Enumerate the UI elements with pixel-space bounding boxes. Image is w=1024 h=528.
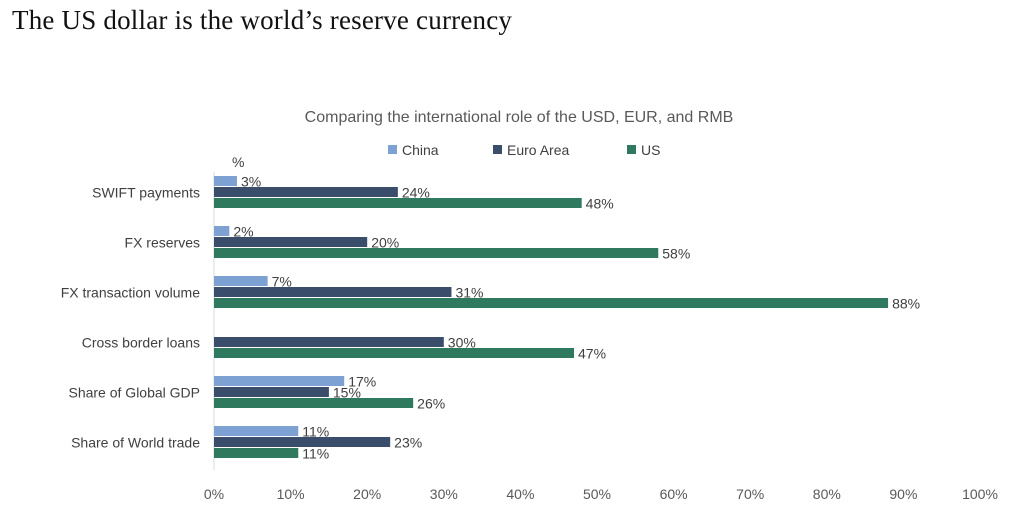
data-label-euro-area-swift-payments: 24% (402, 185, 430, 201)
data-label-euro-area-cross-border-loans: 30% (448, 335, 476, 351)
bar-euro-area-swift-payments (214, 187, 398, 197)
chart-title: Comparing the international role of the … (305, 109, 734, 126)
category-label-cross-border-loans: Cross border loans (82, 335, 200, 351)
legend-swatch-euro-area (493, 145, 502, 154)
category-label-swift-payments: SWIFT payments (92, 185, 200, 201)
category-label-share-of-world-trade: Share of World trade (71, 435, 200, 451)
bar-us-share-of-world-trade (214, 448, 299, 458)
legend-item-china: China (388, 142, 439, 158)
x-tick-label: 30% (430, 486, 458, 502)
legend-item-us: US (627, 142, 660, 158)
x-tick-label: 70% (736, 486, 764, 502)
bar-us-swift-payments (214, 198, 582, 208)
bar-us-fx-reserves (214, 248, 659, 258)
data-label-us-swift-payments: 48% (586, 196, 614, 212)
data-label-china-fx-reserves: 2% (233, 224, 253, 240)
bar-china-swift-payments (214, 176, 237, 186)
bar-us-share-of-global-gdp (214, 398, 414, 408)
legend: China Euro Area US (388, 142, 660, 158)
x-tick-label: 90% (889, 486, 917, 502)
x-tick-label: 80% (813, 486, 841, 502)
bar-euro-area-share-of-world-trade (214, 437, 391, 447)
x-tick-label: 40% (506, 486, 534, 502)
x-tick-label: 0% (204, 486, 224, 502)
bar-us-fx-transaction-volume (214, 298, 889, 308)
data-label-euro-area-share-of-world-trade: 23% (394, 435, 422, 451)
data-label-us-cross-border-loans: 47% (578, 346, 606, 362)
x-tick-label: 60% (660, 486, 688, 502)
data-label-us-fx-transaction-volume: 88% (892, 296, 920, 312)
category-label-fx-reserves: FX reserves (125, 235, 200, 251)
legend-label-china: China (402, 142, 439, 158)
x-tick-label: 100% (962, 486, 998, 502)
data-label-china-fx-transaction-volume: 7% (272, 274, 292, 290)
bar-euro-area-cross-border-loans (214, 337, 444, 347)
bar-euro-area-share-of-global-gdp (214, 387, 329, 397)
unit-label: % (232, 154, 244, 170)
x-axis: 0% 10% 20% 30% 40% 50% 60% 70% 80% 90% 100% (204, 172, 998, 502)
bars (214, 176, 889, 458)
data-label-us-fx-reserves: 58% (662, 246, 690, 262)
x-tick-label: 50% (583, 486, 611, 502)
category-labels: SWIFT payments FX reserves FX transaction … (61, 185, 201, 451)
data-label-china-share-of-global-gdp: 17% (348, 374, 376, 390)
bar-china-share-of-global-gdp (214, 376, 345, 386)
bar-euro-area-fx-reserves (214, 237, 368, 247)
legend-swatch-us (627, 145, 636, 154)
x-tick-label: 10% (277, 486, 305, 502)
bar-us-cross-border-loans (214, 348, 575, 358)
bar-euro-area-fx-transaction-volume (214, 287, 452, 297)
bar-china-fx-transaction-volume (214, 276, 268, 286)
data-label-china-swift-payments: 3% (241, 174, 261, 190)
page-title: The US dollar is the world’s reserve cur… (12, 5, 513, 35)
data-label-euro-area-fx-transaction-volume: 31% (455, 285, 483, 301)
bar-china-fx-reserves (214, 226, 230, 236)
bar-china-share-of-world-trade (214, 426, 299, 436)
legend-label-euro-area: Euro Area (507, 142, 569, 158)
data-labels: 3% 24% 48% 2% 20% 58% 7% 31% 88% 30% 47% 17%15% 26% 1… (233, 174, 920, 462)
category-label-fx-transaction-volume: FX transaction volume (61, 285, 200, 301)
data-label-euro-area-fx-reserves: 20% (371, 235, 399, 251)
data-label-china-share-of-world-trade: 11% (302, 424, 329, 440)
data-label-us-share-of-global-gdp: 26% (417, 396, 445, 412)
data-label-euro-area-share-of-global-gdp: 15% (333, 385, 361, 401)
legend-swatch-china (388, 145, 397, 154)
x-tick-label: 20% (353, 486, 381, 502)
legend-label-us: US (641, 142, 660, 158)
data-label-us-share-of-world-trade: 11% (302, 446, 329, 462)
legend-item-euro-area: Euro Area (493, 142, 569, 158)
category-label-share-of-global-gdp: Share of Global GDP (68, 385, 200, 401)
